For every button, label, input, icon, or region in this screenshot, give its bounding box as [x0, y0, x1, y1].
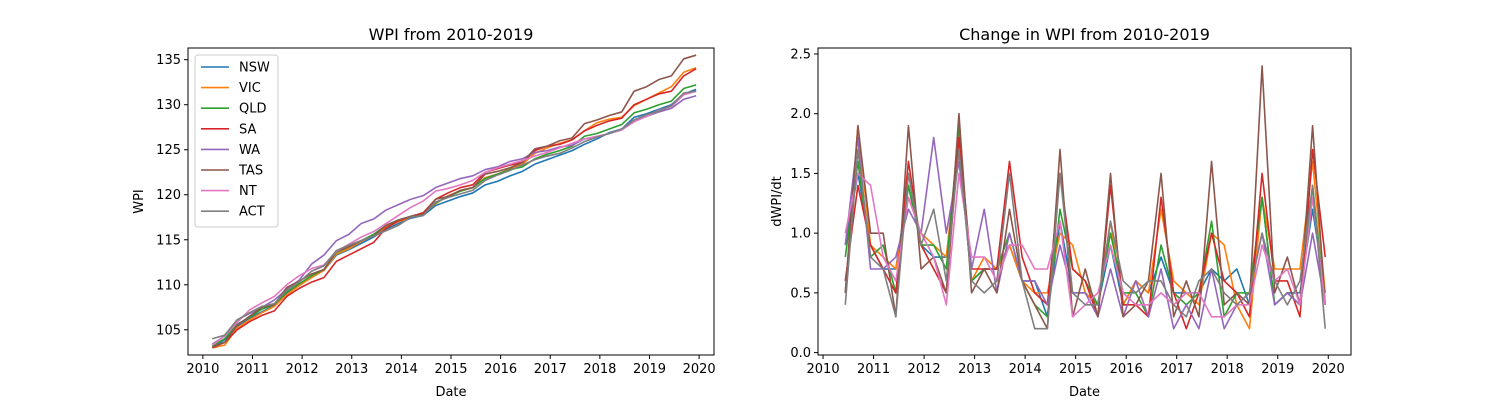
series-layer [211, 54, 697, 349]
x-tick-label: 2012 [908, 362, 941, 377]
x-tick-label: 2017 [1160, 362, 1193, 377]
x-tick-label: 2019 [633, 362, 666, 377]
plot-frame [817, 47, 1352, 356]
series-line-tas [212, 54, 697, 348]
x-tick-label: 2015 [1059, 362, 1092, 377]
y-axis-ticks: 105 110 115 120 125 130 135 [156, 53, 188, 338]
y-tick-label: 110 [156, 278, 181, 293]
legend-box [194, 54, 279, 228]
y-tick-label: 2.0 [790, 107, 811, 122]
legend: NSW VIC QLD SA WA TAS NT ACT [194, 54, 279, 228]
y-tick-label: 1.0 [790, 227, 811, 242]
y-axis-label: WPI [132, 189, 147, 214]
y-tick-label: 105 [156, 323, 181, 338]
y-tick-label: 0.0 [790, 346, 811, 361]
x-tick-label: 2018 [1211, 362, 1244, 377]
x-tick-label: 2020 [1312, 362, 1345, 377]
y-tick-label: 115 [156, 233, 181, 248]
legend-label-tas: TAS [238, 164, 263, 179]
legend-label-wa: WA [239, 143, 260, 158]
x-tick-label: 2019 [1261, 362, 1294, 377]
y-tick-label: 1.5 [790, 167, 811, 182]
y-tick-label: 125 [156, 143, 181, 158]
legend-label-qld: QLD [239, 102, 267, 117]
x-tick-label: 2020 [683, 362, 716, 377]
series-line-sa [212, 68, 697, 349]
y-axis-label: dWPI/dt [770, 176, 785, 227]
x-tick-label: 2015 [434, 362, 467, 377]
x-tick-label: 2016 [1110, 362, 1143, 377]
x-tick-label: 2017 [534, 362, 567, 377]
series-line-act [844, 148, 1327, 330]
y-tick-label: 2.5 [790, 47, 811, 62]
x-axis-ticks: 2010 2011 2012 2013 2014 2015 2016 2017 2018 2019… [807, 355, 1345, 377]
legend-label-act: ACT [239, 205, 265, 220]
legend-label-nsw: NSW [239, 61, 270, 76]
y-tick-label: 0.5 [790, 286, 811, 301]
y-axis-ticks: 0.0 0.5 1.0 1.5 2.0 2.5 [790, 47, 818, 361]
y-tick-label: 120 [156, 188, 181, 203]
series-layer [844, 65, 1327, 330]
x-tick-label: 2011 [857, 362, 890, 377]
x-tick-label: 2013 [958, 362, 991, 377]
x-tick-label: 2018 [583, 362, 616, 377]
x-tick-label: 2011 [236, 362, 269, 377]
x-tick-label: 2010 [807, 362, 840, 377]
chart-title: Change in WPI from 2010-2019 [959, 25, 1210, 44]
change-in-wpi-chart: Change in WPI from 2010-2019 2010 2011 201… [770, 25, 1352, 400]
legend-label-nt: NT [239, 184, 257, 199]
chart-title: WPI from 2010-2019 [369, 25, 534, 44]
x-axis-label: Date [1069, 385, 1100, 400]
x-tick-label: 2014 [1009, 362, 1042, 377]
series-line-act [212, 90, 697, 340]
legend-label-sa: SA [239, 122, 256, 137]
x-tick-label: 2014 [385, 362, 418, 377]
x-tick-label: 2010 [186, 362, 219, 377]
y-tick-label: 135 [156, 53, 181, 68]
x-axis-ticks: 2010 2011 2012 2013 2014 2015 2016 2017 2018 2019… [186, 355, 716, 377]
series-line-sa [844, 136, 1327, 330]
legend-label-vic: VIC [239, 81, 261, 96]
y-tick-label: 130 [156, 98, 181, 113]
x-tick-label: 2016 [484, 362, 517, 377]
series-line-tas [844, 65, 1327, 330]
x-axis-label: Date [435, 385, 466, 400]
wpi-chart: WPI from 2010-2019 2010 2011 2012 2013 2014 2… [132, 25, 716, 400]
x-tick-label: 2013 [335, 362, 368, 377]
x-tick-label: 2012 [286, 362, 319, 377]
